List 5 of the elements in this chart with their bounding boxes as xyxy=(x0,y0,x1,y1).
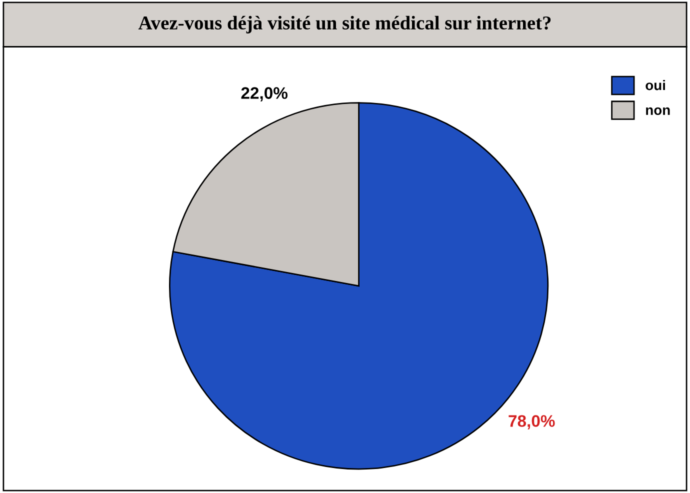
data-label: 78,0% xyxy=(508,415,555,430)
legend-label: oui xyxy=(646,80,665,90)
data-label: 22,0% xyxy=(241,87,288,102)
chart-title: Avez-vous déjà visité un site médical sur internet? xyxy=(138,16,551,34)
legend-label: non xyxy=(646,107,670,115)
